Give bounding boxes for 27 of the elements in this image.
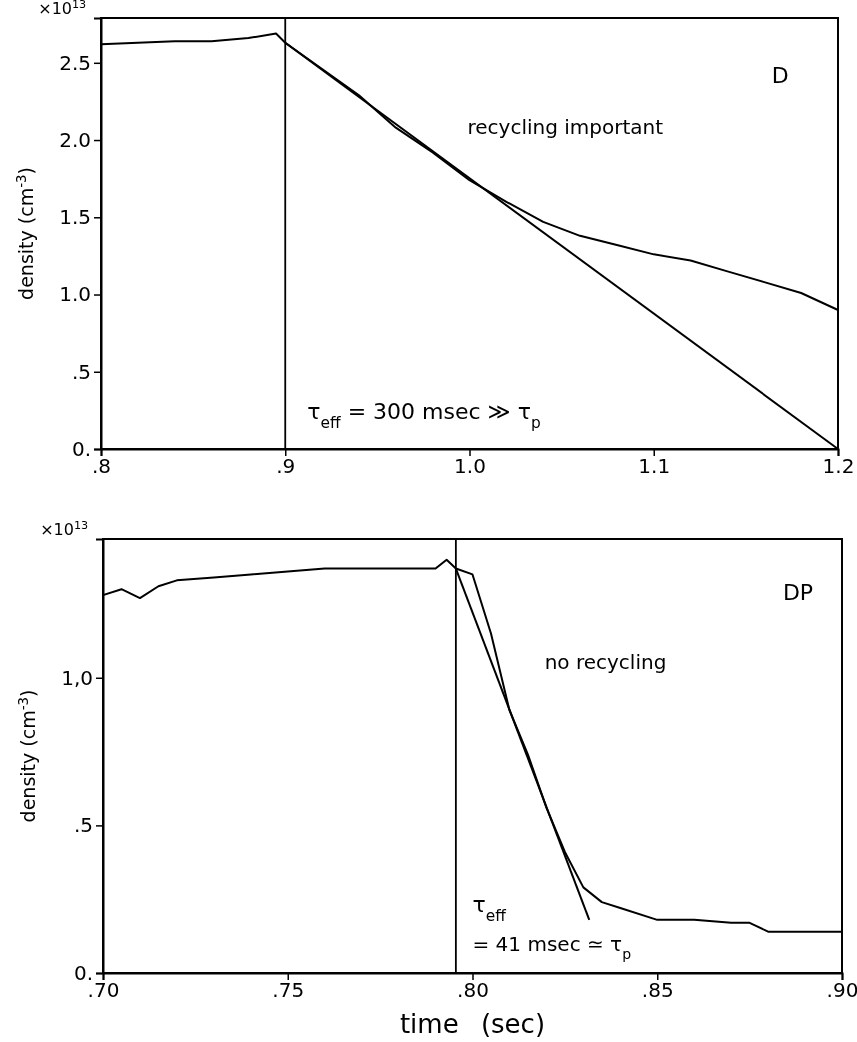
x-tick-label: 1.0 xyxy=(454,454,486,479)
annotation: = 41 msec ≃ τ$_{p}$ xyxy=(472,932,632,963)
annotation: recycling important xyxy=(467,115,664,140)
x-tick-label: .80 xyxy=(457,978,489,1003)
y-tick-label: 1,0 xyxy=(61,665,93,690)
y-tick-label: 1.0 xyxy=(59,282,91,307)
x-tick-label: .90 xyxy=(826,978,857,1003)
annotation: τ$_{eff}$ xyxy=(472,892,507,926)
y-tick-label: 2.5 xyxy=(59,50,91,75)
text: ×10$^{13}$ xyxy=(40,518,89,539)
annotation: DP xyxy=(782,579,814,605)
y-tick-label: .5 xyxy=(73,813,93,838)
annotation: D xyxy=(771,62,789,88)
x-tick-label: .85 xyxy=(641,978,674,1003)
annotation: τ$_{eff}$ = 300 msec ≫ τ$_{p}$ xyxy=(307,398,541,432)
y-tick-label: .5 xyxy=(71,359,91,384)
y-tick-label: 0. xyxy=(73,960,93,985)
y-tick-label: 2.0 xyxy=(59,127,91,152)
x-axis-title: time (sec) xyxy=(399,1009,546,1039)
x-tick-label: .8 xyxy=(91,454,112,479)
y-tick-label: 1.5 xyxy=(59,205,91,230)
x-tick-label: .9 xyxy=(276,454,296,479)
annotation: no recycling xyxy=(544,650,667,675)
x-tick-label: 1.2 xyxy=(822,454,855,479)
x-tick-label: 1.1 xyxy=(638,454,671,479)
y-tick-label: 0. xyxy=(71,436,91,461)
x-tick-label: .75 xyxy=(272,978,305,1003)
